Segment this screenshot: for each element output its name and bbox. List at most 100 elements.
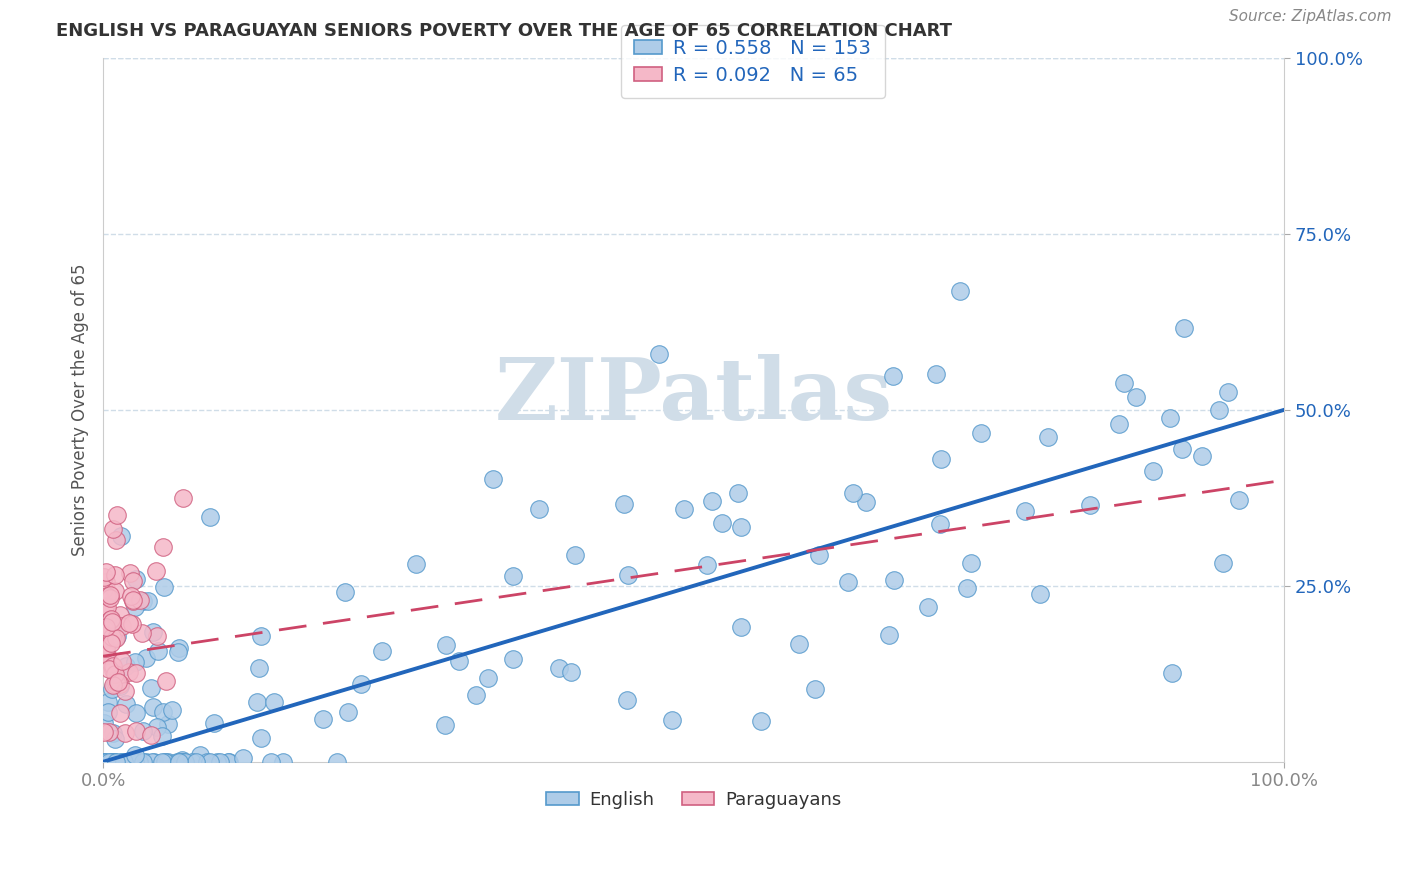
Point	[145, 629, 167, 643]
Point	[118, 566, 141, 581]
Point	[696, 558, 718, 572]
Point	[128, 755, 150, 769]
Point	[616, 693, 638, 707]
Point	[152, 705, 174, 719]
Point	[1078, 498, 1101, 512]
Point	[169, 640, 191, 655]
Point	[111, 619, 134, 633]
Point	[564, 549, 586, 563]
Point	[96, 648, 118, 663]
Point	[93, 724, 115, 739]
Legend: English, Paraguayans: English, Paraguayans	[538, 784, 848, 816]
Point	[100, 613, 122, 627]
Point	[101, 755, 124, 769]
Point	[96, 599, 118, 614]
Point	[333, 585, 356, 599]
Point	[931, 451, 953, 466]
Point	[101, 678, 124, 692]
Point	[108, 676, 131, 690]
Point	[104, 632, 127, 646]
Point	[749, 714, 772, 728]
Point	[131, 626, 153, 640]
Point	[198, 510, 221, 524]
Point	[529, 501, 551, 516]
Point	[112, 755, 135, 769]
Point	[837, 574, 859, 589]
Point	[949, 284, 972, 298]
Point	[139, 681, 162, 695]
Point	[125, 706, 148, 721]
Point	[855, 494, 877, 508]
Point	[1191, 449, 1213, 463]
Point	[139, 728, 162, 742]
Point	[1227, 492, 1250, 507]
Point	[136, 593, 159, 607]
Point	[150, 729, 173, 743]
Point	[111, 654, 134, 668]
Point	[1208, 402, 1230, 417]
Point	[883, 574, 905, 588]
Point	[326, 755, 349, 769]
Point	[195, 755, 218, 769]
Point	[548, 661, 571, 675]
Point	[96, 589, 118, 603]
Point	[98, 591, 121, 605]
Point	[882, 368, 904, 383]
Point	[101, 523, 124, 537]
Point	[96, 574, 118, 589]
Point	[1171, 442, 1194, 456]
Point	[142, 624, 165, 639]
Point	[104, 567, 127, 582]
Point	[661, 714, 683, 728]
Point	[1161, 665, 1184, 680]
Point	[101, 755, 124, 769]
Point	[104, 675, 127, 690]
Point	[1125, 390, 1147, 404]
Point	[1036, 430, 1059, 444]
Point	[970, 426, 993, 441]
Point	[94, 599, 117, 613]
Point	[170, 753, 193, 767]
Point	[956, 581, 979, 595]
Point	[98, 755, 121, 769]
Point	[250, 629, 273, 643]
Point	[93, 755, 115, 769]
Point	[104, 755, 127, 769]
Point	[166, 755, 188, 769]
Point	[1142, 464, 1164, 478]
Point	[93, 716, 115, 731]
Point	[108, 706, 131, 720]
Point	[114, 725, 136, 739]
Point	[960, 556, 983, 570]
Point	[122, 755, 145, 769]
Point	[100, 657, 122, 672]
Point	[477, 671, 499, 685]
Point	[1112, 376, 1135, 390]
Point	[104, 731, 127, 746]
Point	[434, 638, 457, 652]
Point	[100, 612, 122, 626]
Point	[125, 572, 148, 586]
Point	[93, 755, 115, 769]
Point	[841, 486, 863, 500]
Point	[132, 755, 155, 769]
Point	[135, 755, 157, 769]
Point	[481, 472, 503, 486]
Point	[120, 755, 142, 769]
Point	[502, 569, 524, 583]
Point	[93, 622, 115, 636]
Point	[103, 755, 125, 769]
Point	[145, 720, 167, 734]
Point	[804, 681, 827, 696]
Point	[108, 607, 131, 622]
Point	[447, 655, 470, 669]
Point	[188, 748, 211, 763]
Point	[110, 755, 132, 769]
Text: ZIPatlas: ZIPatlas	[495, 353, 893, 438]
Point	[124, 666, 146, 681]
Point	[103, 632, 125, 647]
Point	[124, 655, 146, 669]
Point	[100, 615, 122, 629]
Point	[122, 593, 145, 607]
Point	[162, 703, 184, 717]
